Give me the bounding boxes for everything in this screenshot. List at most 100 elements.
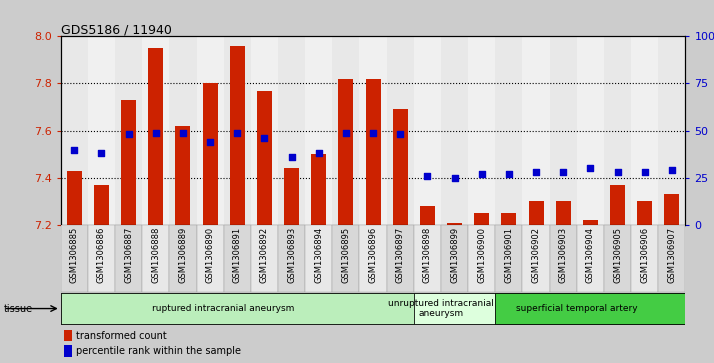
Point (177, 130, 188, 135)
Bar (555, 201, 570, 225)
Point (503, 171, 515, 177)
Bar (631, 36, 658, 225)
Bar (604, 225, 631, 292)
Text: GSM1306886: GSM1306886 (97, 227, 106, 284)
Text: GSM1306891: GSM1306891 (233, 227, 242, 283)
Bar (387, 225, 414, 292)
Bar (468, 36, 496, 225)
Text: GSM1306885: GSM1306885 (70, 227, 79, 284)
Bar (637, 201, 652, 225)
Text: tissue: tissue (4, 304, 33, 314)
Text: GSM1306900: GSM1306900 (477, 227, 486, 283)
Point (150, 130, 161, 135)
Text: GSM1306889: GSM1306889 (178, 227, 187, 284)
Bar (305, 36, 332, 225)
Bar (284, 168, 299, 225)
Text: GSM1306903: GSM1306903 (559, 227, 568, 283)
Point (612, 169, 623, 175)
Point (123, 131, 134, 137)
Bar (251, 225, 278, 292)
Point (639, 169, 650, 175)
Bar (359, 36, 387, 225)
Point (367, 130, 378, 135)
Bar (658, 225, 685, 292)
Bar (332, 36, 359, 225)
Text: GSM1306892: GSM1306892 (260, 227, 269, 283)
Point (258, 135, 270, 141)
Bar (414, 225, 441, 292)
Bar (251, 36, 278, 225)
Bar (604, 36, 631, 225)
Bar (447, 223, 462, 225)
Bar (115, 225, 142, 292)
Text: GSM1306897: GSM1306897 (396, 227, 405, 284)
Bar (121, 100, 136, 225)
Text: unruptured intracranial
aneurysm: unruptured intracranial aneurysm (388, 299, 494, 318)
Bar (577, 225, 604, 292)
Bar (338, 79, 353, 225)
Bar (115, 36, 142, 225)
Bar (550, 36, 577, 225)
Bar (496, 225, 523, 292)
Bar (366, 79, 381, 225)
Bar (441, 225, 468, 292)
Text: GSM1306904: GSM1306904 (586, 227, 595, 283)
Text: GSM1306898: GSM1306898 (423, 227, 432, 284)
Point (231, 130, 243, 135)
Bar (278, 36, 305, 225)
Bar (196, 36, 223, 225)
Bar (149, 48, 164, 225)
Text: GSM1306899: GSM1306899 (450, 227, 459, 283)
Bar (230, 46, 245, 225)
Bar (223, 36, 251, 225)
Bar (94, 185, 109, 225)
Text: GSM1306896: GSM1306896 (368, 227, 378, 284)
Text: GSM1306888: GSM1306888 (151, 227, 160, 284)
Bar (311, 154, 326, 225)
Point (204, 139, 216, 145)
Bar (278, 225, 305, 292)
Bar (88, 225, 115, 292)
Text: GSM1306890: GSM1306890 (206, 227, 215, 283)
Point (449, 175, 461, 181)
Text: GSM1306895: GSM1306895 (341, 227, 351, 283)
Bar (414, 36, 441, 225)
Bar (61, 36, 88, 225)
Point (313, 150, 324, 156)
Text: GSM1306906: GSM1306906 (640, 227, 649, 283)
Bar (577, 36, 604, 225)
Point (476, 171, 488, 177)
Point (531, 169, 542, 175)
Point (395, 131, 406, 137)
Bar (257, 91, 272, 225)
Bar (203, 83, 218, 225)
Point (286, 154, 297, 160)
Bar (387, 36, 414, 225)
Bar (420, 206, 435, 225)
Bar (176, 126, 191, 225)
Text: GSM1306901: GSM1306901 (504, 227, 513, 283)
Bar (67, 171, 81, 225)
Bar (88, 36, 115, 225)
Bar (441, 36, 468, 225)
Bar (414, 293, 496, 324)
Bar (64, 345, 72, 357)
Bar (64, 330, 72, 341)
Point (585, 166, 596, 171)
Bar (550, 225, 577, 292)
Text: GDS5186 / 11940: GDS5186 / 11940 (61, 24, 171, 37)
Bar (501, 213, 516, 225)
Bar (169, 225, 196, 292)
Bar (468, 225, 496, 292)
Bar (610, 185, 625, 225)
Bar (528, 201, 543, 225)
Bar (523, 36, 550, 225)
Bar (142, 225, 169, 292)
Text: transformed count: transformed count (76, 331, 166, 340)
Text: GSM1306907: GSM1306907 (668, 227, 676, 283)
Text: superficial temporal artery: superficial temporal artery (516, 304, 638, 313)
Point (558, 169, 569, 175)
Text: GSM1306887: GSM1306887 (124, 227, 133, 284)
Bar (332, 225, 359, 292)
Bar (583, 220, 598, 225)
